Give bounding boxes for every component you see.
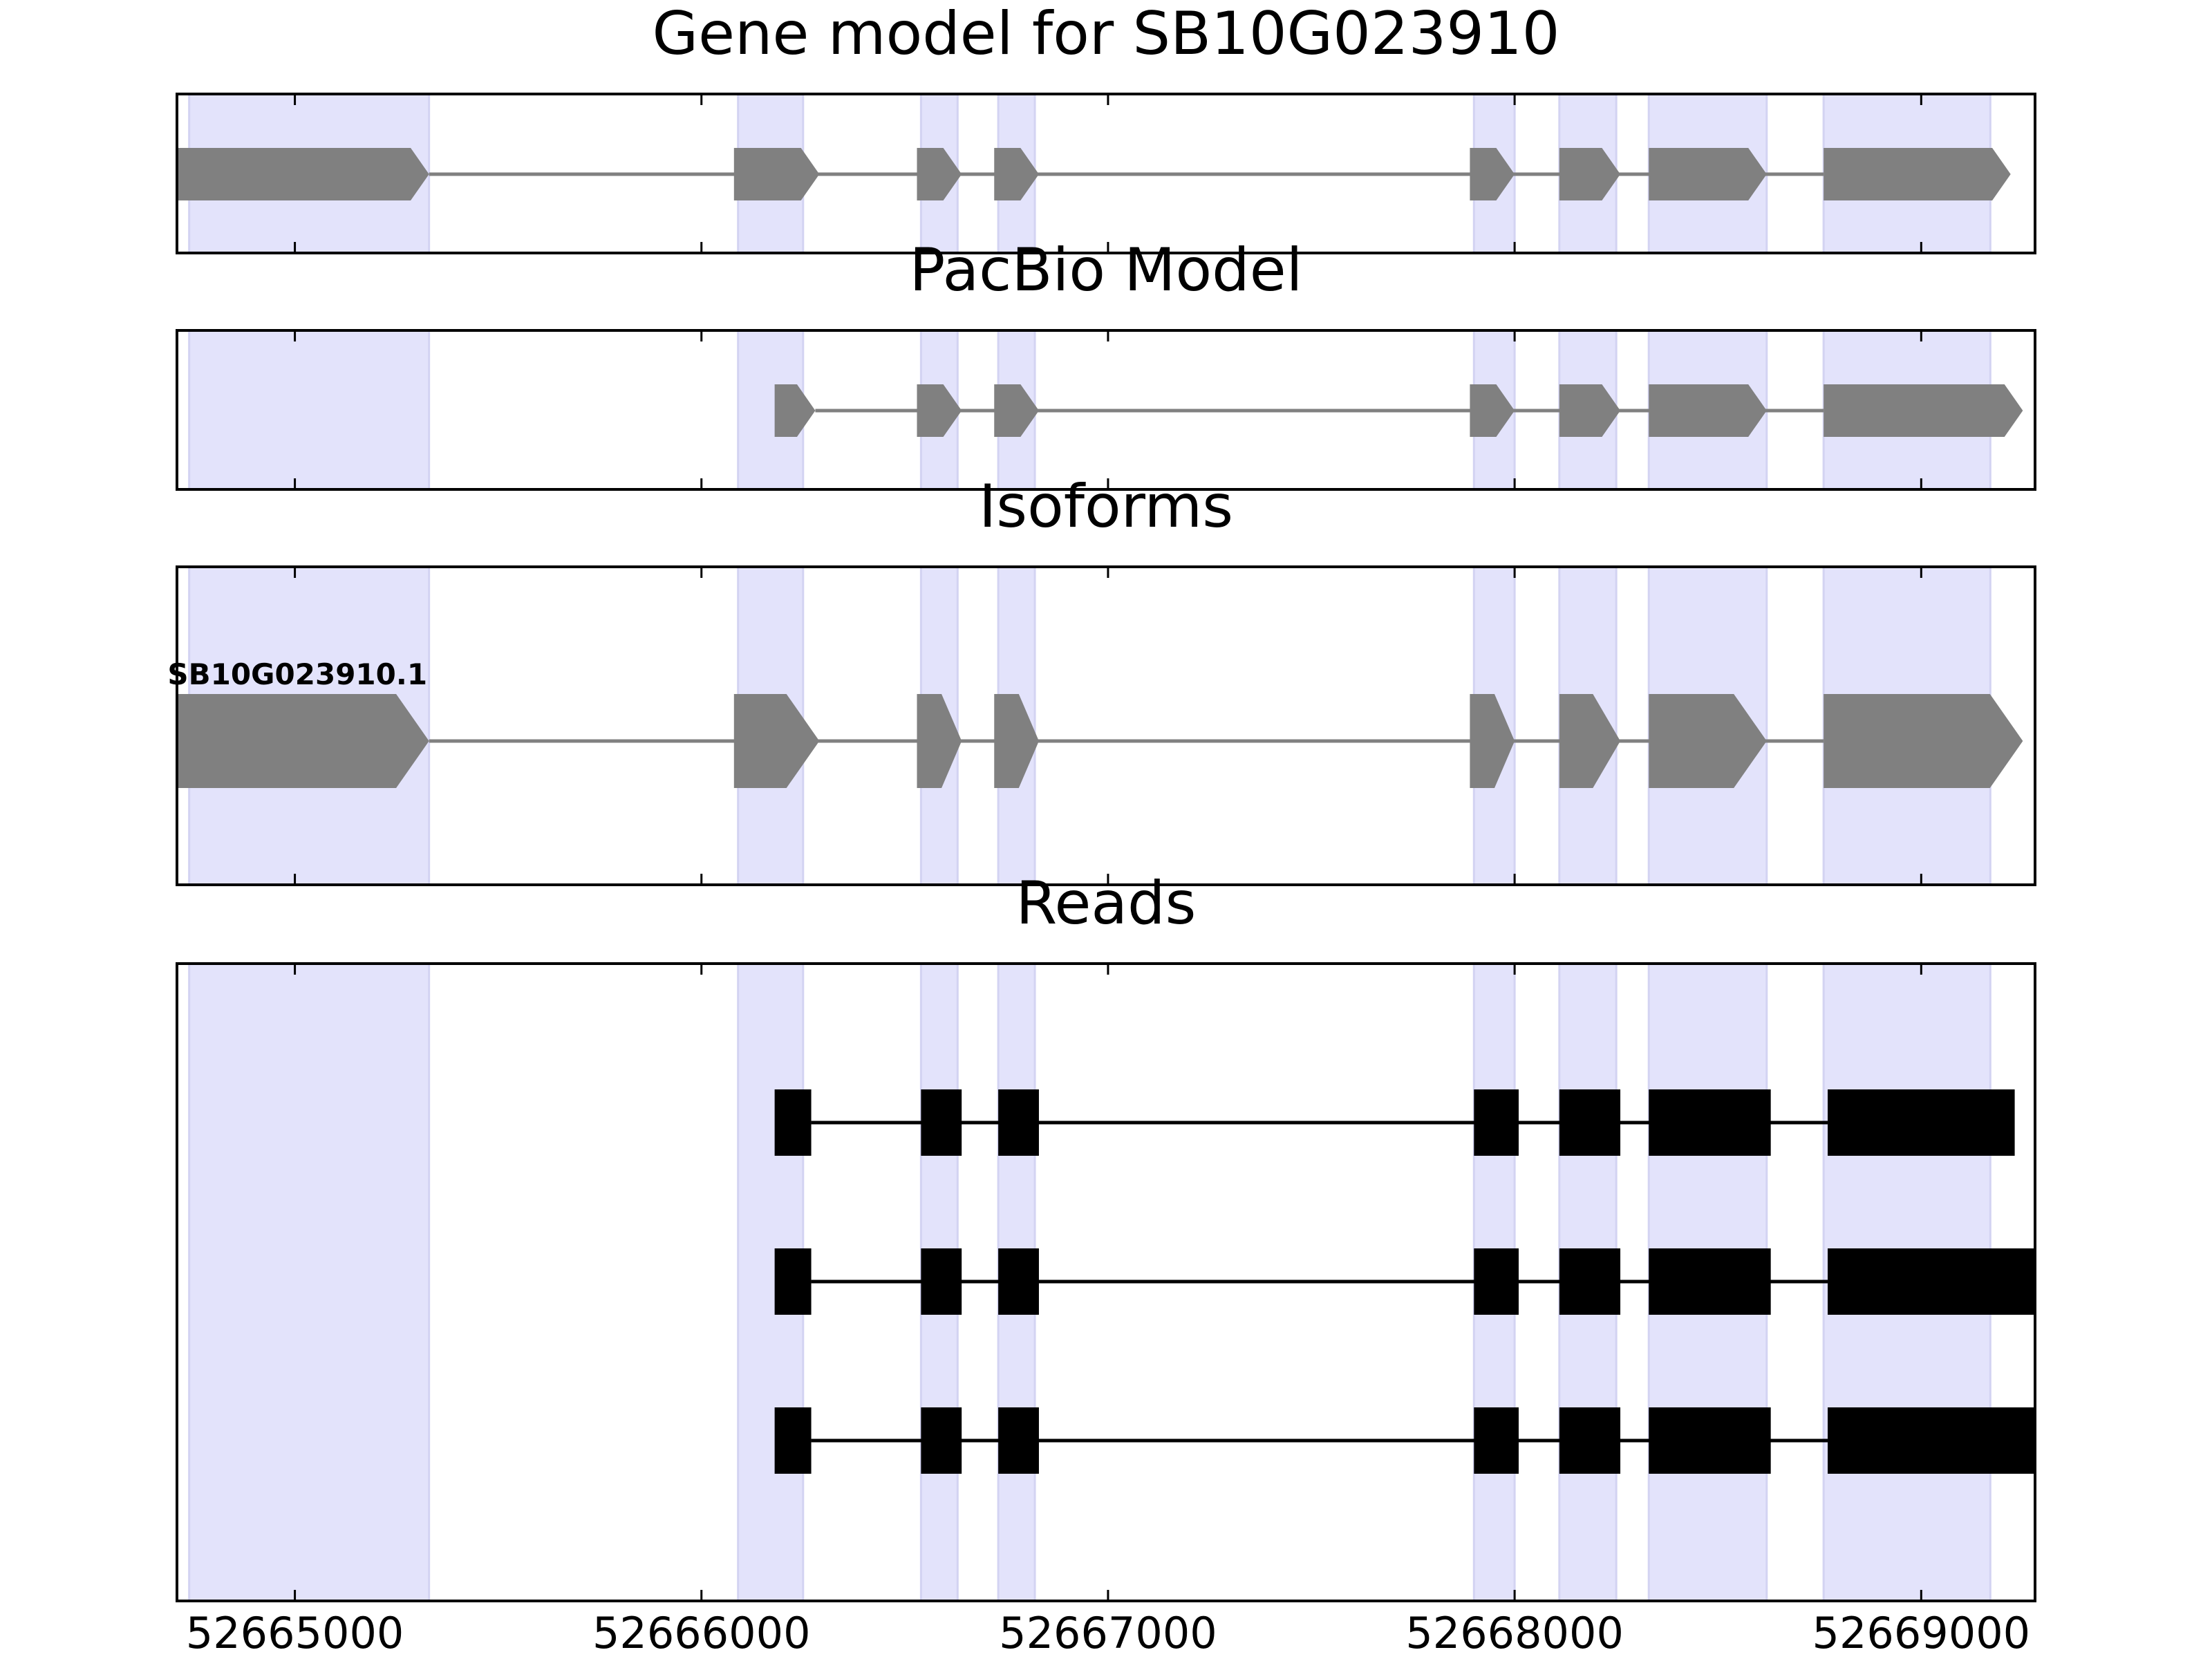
exon-arrow bbox=[1559, 384, 1621, 437]
panel-frame bbox=[176, 565, 2036, 886]
read-exon-block bbox=[998, 1407, 1039, 1474]
track-panel: SB10G023910.1 Isoforms bbox=[167, 472, 2036, 886]
read-alignment bbox=[774, 1407, 2035, 1474]
read-exon-block bbox=[1474, 1089, 1519, 1156]
panel-frame bbox=[176, 329, 2036, 491]
read-exon-block bbox=[774, 1407, 812, 1474]
panel-content bbox=[188, 964, 2035, 1601]
exon-arrow bbox=[1824, 148, 2011, 200]
read-exon-block bbox=[1828, 1407, 2035, 1474]
exon-arrow bbox=[1470, 384, 1515, 437]
read-exon-block bbox=[1474, 1407, 1519, 1474]
panel-frame bbox=[176, 962, 2036, 1602]
read-exon-block bbox=[921, 1407, 962, 1474]
x-tick-label: 52668000 bbox=[1405, 1608, 1624, 1658]
exon-arrow bbox=[733, 148, 820, 200]
read-exon-block bbox=[774, 1248, 812, 1315]
exon-arrow bbox=[917, 384, 962, 437]
read-exon-block bbox=[1559, 1407, 1621, 1474]
x-tick-label: 52667000 bbox=[999, 1608, 1217, 1658]
track-panel: Reads bbox=[176, 869, 2036, 1602]
read-exon-block bbox=[998, 1089, 1039, 1156]
exon-arrow bbox=[1649, 148, 1767, 200]
read-exon-block bbox=[1559, 1089, 1621, 1156]
transcript-model bbox=[177, 148, 2011, 200]
exon-arrow bbox=[1824, 384, 2023, 437]
read-exon-block bbox=[1649, 1089, 1771, 1156]
read-exon-block bbox=[1559, 1248, 1621, 1315]
read-alignment bbox=[774, 1248, 2035, 1315]
panel-content bbox=[188, 330, 2023, 489]
track-title: PacBio Model bbox=[909, 236, 1302, 305]
exon-arrow bbox=[1649, 384, 1767, 437]
exon-arrow bbox=[994, 384, 1039, 437]
read-exon-block bbox=[1474, 1248, 1519, 1315]
exon-highlight-band bbox=[188, 964, 431, 1601]
track-title: Reads bbox=[1016, 869, 1197, 938]
read-exon-block bbox=[1828, 1248, 2035, 1315]
x-tick-label: 52665000 bbox=[186, 1608, 404, 1658]
read-exon-block bbox=[774, 1089, 812, 1156]
exon-arrow bbox=[1470, 694, 1515, 788]
panel-content bbox=[177, 94, 2011, 253]
exon-arrow bbox=[1824, 694, 2023, 788]
read-exon-block bbox=[1649, 1248, 1771, 1315]
track-panel: Gene model for SB10G023910 bbox=[176, 0, 2036, 254]
transcript-model bbox=[774, 384, 2023, 437]
read-exon-block bbox=[998, 1248, 1039, 1315]
panel-content bbox=[177, 567, 2023, 885]
exon-highlight-band bbox=[188, 330, 431, 489]
exon-arrow bbox=[1559, 694, 1621, 788]
exon-arrow bbox=[733, 694, 820, 788]
x-tick-label: 52666000 bbox=[592, 1608, 811, 1658]
exon-arrow bbox=[994, 148, 1039, 200]
exon-arrow bbox=[917, 694, 962, 788]
exon-arrow bbox=[1470, 148, 1515, 200]
track-title: Gene model for SB10G023910 bbox=[653, 0, 1560, 68]
read-exon-block bbox=[1649, 1407, 1771, 1474]
exon-arrow bbox=[917, 148, 962, 200]
exon-arrow bbox=[1559, 148, 1621, 200]
track-title: Isoforms bbox=[979, 472, 1233, 541]
x-tick-label: 52669000 bbox=[1812, 1608, 2031, 1658]
read-alignment bbox=[774, 1089, 2015, 1156]
panel-frame bbox=[176, 93, 2036, 254]
exon-arrow bbox=[1649, 694, 1767, 788]
exon-arrow bbox=[774, 384, 816, 437]
exon-arrow bbox=[994, 694, 1039, 788]
track-panel: PacBio Model bbox=[176, 236, 2036, 491]
read-exon-block bbox=[921, 1248, 962, 1315]
read-exon-block bbox=[1828, 1089, 2015, 1156]
read-exon-block bbox=[921, 1089, 962, 1156]
exon-arrow bbox=[177, 694, 429, 788]
transcript-model bbox=[177, 694, 2023, 788]
exon-arrow bbox=[177, 148, 429, 200]
isoform-label: SB10G023910.1 bbox=[167, 657, 427, 691]
